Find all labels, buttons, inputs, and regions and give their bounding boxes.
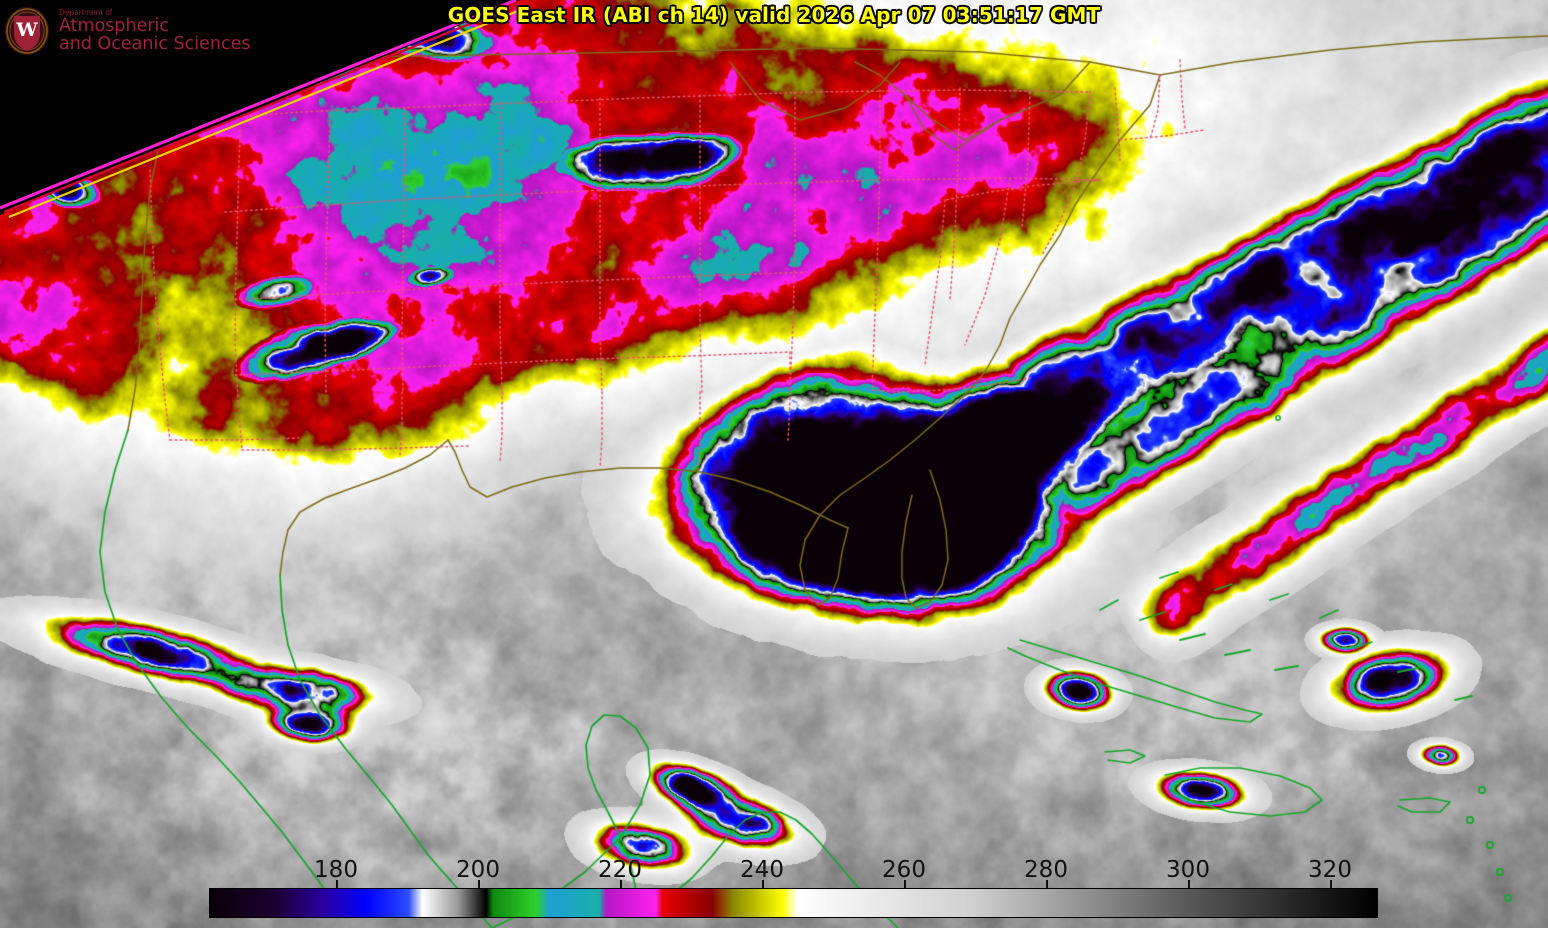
colorbar-label-220: 220: [598, 857, 642, 883]
colorbar-tick-180: [336, 880, 338, 889]
colorbar-label-240: 240: [740, 857, 784, 883]
colorbar-label-180: 180: [314, 857, 358, 883]
colorbar-tick-240: [762, 880, 764, 889]
colorbar-tick-280: [1046, 880, 1048, 889]
colorbar-tick-labels: 180 200 220 240 260 280 300 320: [0, 857, 1548, 885]
colorbar-tick-220: [620, 880, 622, 889]
colorbar-label-260: 260: [882, 857, 926, 883]
colorbar-label-280: 280: [1024, 857, 1068, 883]
colorbar-label-320: 320: [1308, 857, 1352, 883]
colorbar-tick-marks: [209, 880, 1378, 889]
colorbar-tick-320: [1330, 880, 1332, 889]
colorbar-gradient: [209, 888, 1378, 918]
colorbar-label-200: 200: [456, 857, 500, 883]
colorbar-label-300: 300: [1166, 857, 1210, 883]
colorbar-tick-300: [1188, 880, 1190, 889]
colorbar: [209, 888, 1378, 918]
colorbar-tick-200: [478, 880, 480, 889]
colorbar-tick-260: [904, 880, 906, 889]
